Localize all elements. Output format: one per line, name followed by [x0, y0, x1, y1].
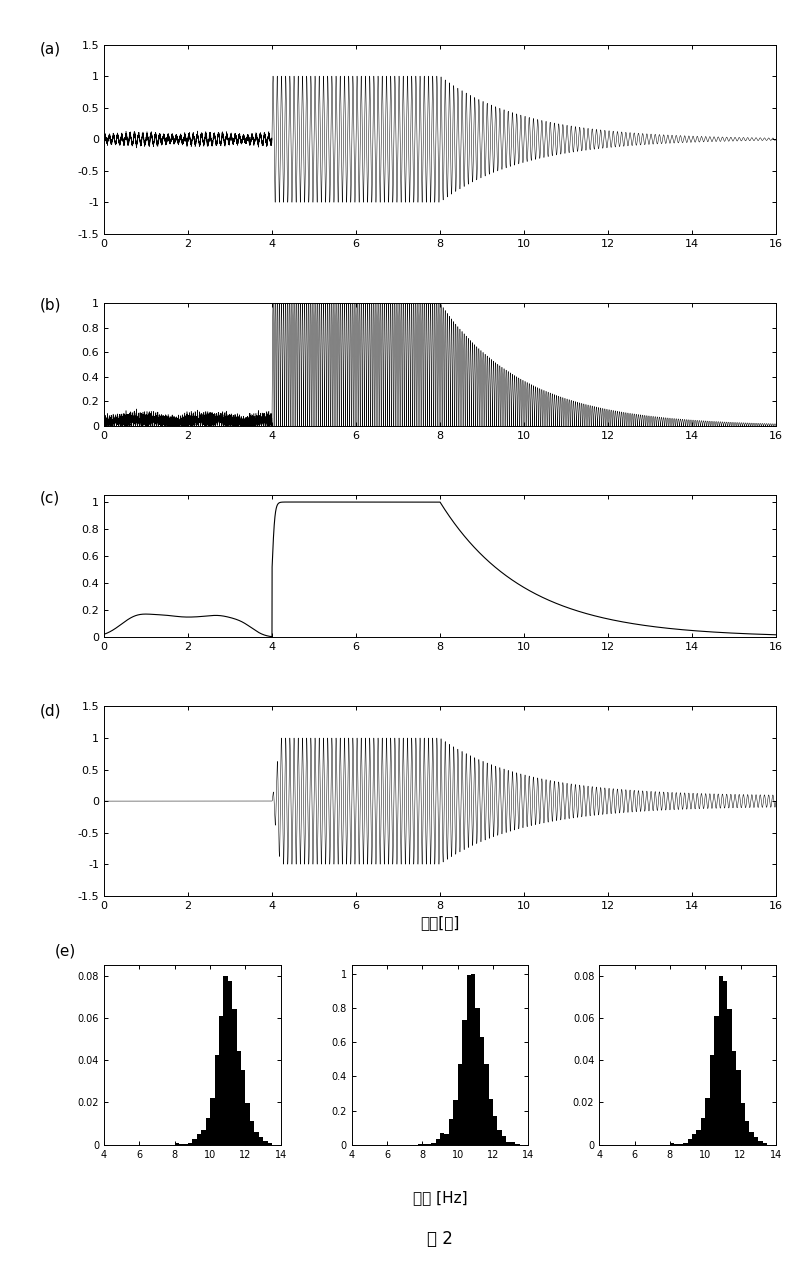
Bar	[762, 1144, 767, 1145]
Bar	[683, 1144, 687, 1145]
Bar	[475, 1007, 480, 1145]
Bar	[202, 1131, 206, 1145]
Bar	[210, 1098, 214, 1145]
Bar	[445, 1133, 449, 1145]
Bar	[723, 981, 727, 1145]
Bar	[197, 1133, 202, 1145]
Bar	[484, 1065, 489, 1145]
Bar	[697, 1131, 701, 1145]
Bar	[228, 981, 232, 1145]
Bar	[506, 1141, 510, 1145]
Bar	[454, 1100, 458, 1145]
Bar	[706, 1098, 710, 1145]
Bar	[193, 1138, 197, 1145]
Bar	[687, 1138, 692, 1145]
Bar	[741, 1103, 745, 1145]
Bar	[480, 1037, 484, 1145]
Bar	[750, 1132, 754, 1145]
Bar	[449, 1119, 454, 1145]
Bar	[466, 976, 471, 1145]
Bar	[206, 1118, 210, 1145]
Bar	[745, 1121, 750, 1145]
Bar	[263, 1141, 267, 1145]
Bar	[710, 1056, 714, 1145]
Bar	[267, 1144, 272, 1145]
Bar	[232, 1009, 237, 1145]
Bar	[188, 1144, 193, 1145]
Bar	[493, 1116, 498, 1145]
Bar	[440, 1133, 445, 1145]
Bar	[732, 1051, 736, 1145]
Bar	[502, 1136, 506, 1145]
Bar	[758, 1141, 762, 1145]
Bar	[214, 1056, 219, 1145]
Bar	[258, 1137, 263, 1145]
Bar	[510, 1142, 515, 1145]
Bar	[670, 1144, 674, 1145]
Bar	[174, 1144, 179, 1145]
Bar	[435, 1140, 440, 1145]
Bar	[498, 1131, 502, 1145]
Bar	[237, 1051, 241, 1145]
Bar	[692, 1133, 697, 1145]
Bar	[714, 1016, 718, 1145]
Bar	[754, 1137, 758, 1145]
Bar	[736, 1070, 741, 1145]
Text: 频率 [Hz]: 频率 [Hz]	[413, 1191, 467, 1205]
Text: 图 2: 图 2	[427, 1230, 453, 1248]
Text: (d): (d)	[40, 703, 62, 719]
Text: (c): (c)	[40, 491, 61, 505]
Bar	[246, 1103, 250, 1145]
Bar	[458, 1065, 462, 1145]
Bar	[462, 1020, 466, 1145]
Bar	[219, 1016, 223, 1145]
Bar	[431, 1144, 435, 1145]
Bar	[727, 1009, 732, 1145]
Text: (b): (b)	[40, 298, 62, 312]
Bar	[718, 976, 723, 1145]
Text: (e): (e)	[54, 944, 76, 959]
X-axis label: 时间[秒]: 时间[秒]	[420, 915, 460, 930]
Bar	[254, 1132, 258, 1145]
Bar	[223, 976, 228, 1145]
Text: (a): (a)	[40, 42, 62, 57]
Bar	[489, 1099, 493, 1145]
Bar	[471, 973, 475, 1145]
Bar	[701, 1118, 706, 1145]
Bar	[250, 1121, 254, 1145]
Bar	[241, 1070, 246, 1145]
